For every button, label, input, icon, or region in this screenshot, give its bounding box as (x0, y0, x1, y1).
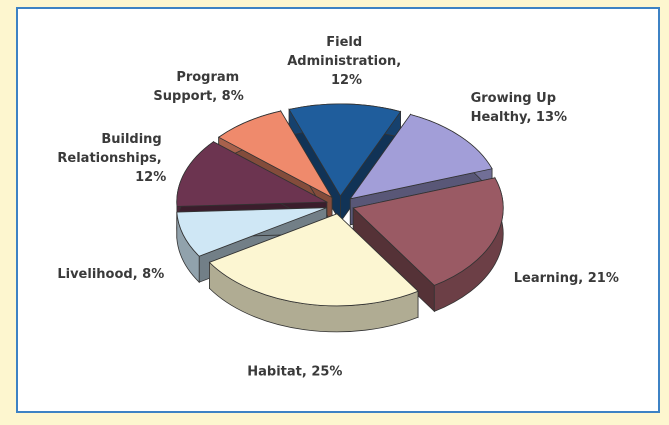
pie-slice (352, 177, 504, 286)
pie-slice (176, 207, 327, 257)
data-label-line: Building (101, 131, 166, 146)
data-label: Growing Up Healthy, 13% (471, 90, 567, 124)
data-label-line: Field (326, 35, 366, 50)
data-label-line: Support, 8% (153, 88, 243, 103)
data-label-line: Program (176, 69, 243, 84)
data-label-line: Livelihood, 8% (57, 266, 164, 281)
pie-slice (217, 110, 334, 199)
data-label: Field Administration, 12% (287, 35, 406, 88)
data-label: Program Support, 8% (153, 69, 243, 103)
data-label-line: Administration, (287, 54, 406, 69)
data-label-line: Learning, 21% (514, 271, 619, 286)
pie-slice (208, 213, 419, 307)
pie-slice (176, 141, 329, 207)
data-label: Learning, 21% (514, 271, 619, 286)
data-label-line: Relationships, (57, 150, 166, 165)
data-label-line: Habitat, 25% (247, 364, 342, 379)
data-label-line: 12% (331, 73, 362, 88)
data-label: Habitat, 25% (247, 364, 342, 379)
pie-slice (288, 103, 402, 197)
pie-slice (349, 114, 493, 200)
data-label-line: Healthy, 13% (471, 109, 567, 124)
data-label: Livelihood, 8% (57, 266, 164, 281)
data-label-line: Growing Up (471, 90, 561, 105)
data-label: Building Relationships, 12% (57, 131, 166, 184)
data-label-line: 12% (135, 169, 166, 184)
